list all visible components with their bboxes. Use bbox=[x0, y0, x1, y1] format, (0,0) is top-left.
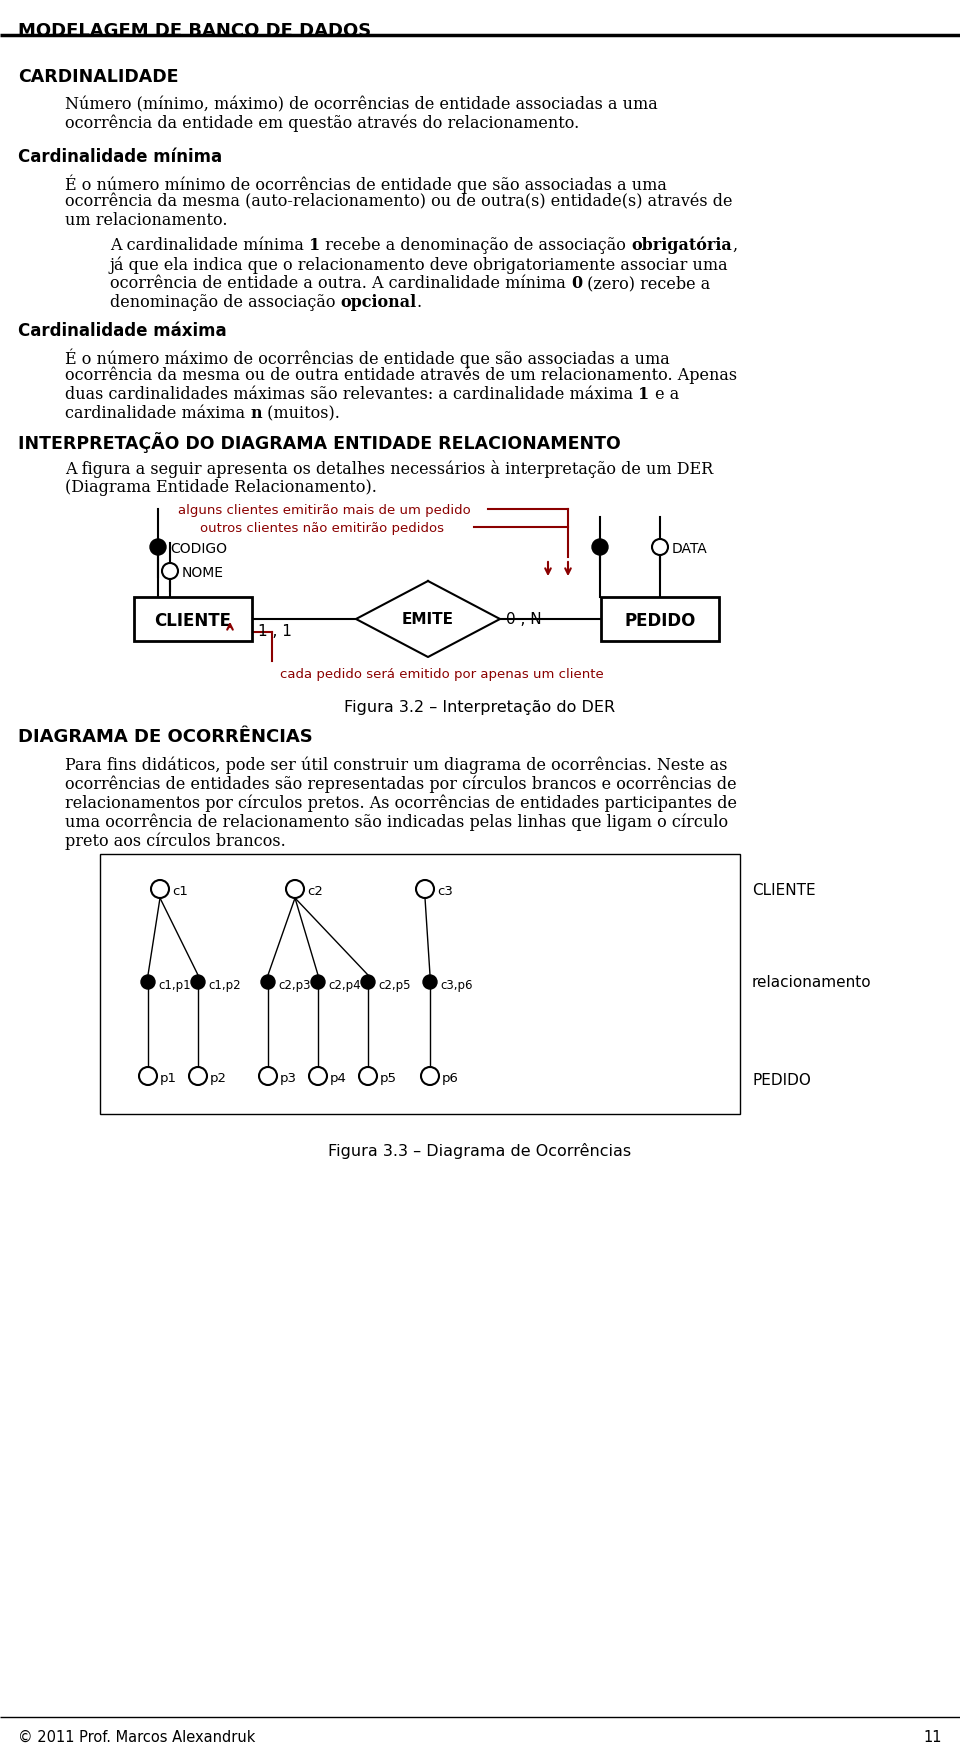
Text: © 2011 Prof. Marcos Alexandruk: © 2011 Prof. Marcos Alexandruk bbox=[18, 1729, 255, 1745]
Text: DIAGRAMA DE OCORRÊNCIAS: DIAGRAMA DE OCORRÊNCIAS bbox=[18, 727, 313, 746]
Text: CLIENTE: CLIENTE bbox=[155, 612, 231, 629]
Text: p5: p5 bbox=[380, 1072, 397, 1084]
Text: recebe a denominação de associação: recebe a denominação de associação bbox=[321, 238, 632, 253]
Text: Número (mínimo, máximo) de ocorrências de entidade associadas a uma: Número (mínimo, máximo) de ocorrências d… bbox=[65, 96, 658, 114]
Text: É o número máximo de ocorrências de entidade que são associadas a uma: É o número máximo de ocorrências de enti… bbox=[65, 348, 670, 367]
Text: relacionamentos por círculos pretos. As ocorrências de entidades participantes d: relacionamentos por círculos pretos. As … bbox=[65, 795, 737, 813]
Circle shape bbox=[191, 975, 205, 989]
Text: ,: , bbox=[732, 238, 737, 253]
Text: c1: c1 bbox=[172, 884, 188, 897]
Polygon shape bbox=[356, 582, 500, 657]
Text: p2: p2 bbox=[210, 1072, 227, 1084]
Text: Figura 3.2 – Interpretação do DER: Figura 3.2 – Interpretação do DER bbox=[345, 699, 615, 715]
Circle shape bbox=[189, 1068, 207, 1086]
Circle shape bbox=[150, 540, 166, 556]
Text: Figura 3.3 – Diagrama de Ocorrências: Figura 3.3 – Diagrama de Ocorrências bbox=[328, 1143, 632, 1159]
Text: c2,p4: c2,p4 bbox=[328, 979, 361, 991]
Text: uma ocorrência de relacionamento são indicadas pelas linhas que ligam o círculo: uma ocorrência de relacionamento são ind… bbox=[65, 813, 728, 830]
Text: p4: p4 bbox=[330, 1072, 347, 1084]
Text: c1,p1: c1,p1 bbox=[158, 979, 191, 991]
Text: p3: p3 bbox=[280, 1072, 297, 1084]
Text: (Diagrama Entidade Relacionamento).: (Diagrama Entidade Relacionamento). bbox=[65, 479, 377, 496]
Text: p1: p1 bbox=[160, 1072, 177, 1084]
Text: c1,p2: c1,p2 bbox=[208, 979, 241, 991]
Text: PEDIDO: PEDIDO bbox=[624, 612, 696, 629]
Text: obrigatória: obrigatória bbox=[632, 238, 732, 255]
Text: CLIENTE: CLIENTE bbox=[752, 883, 816, 897]
Text: 1: 1 bbox=[638, 386, 650, 402]
Text: c3,p6: c3,p6 bbox=[440, 979, 472, 991]
Text: c2: c2 bbox=[307, 884, 323, 897]
Bar bbox=[601, 598, 719, 642]
Text: outros clientes não emitirão pedidos: outros clientes não emitirão pedidos bbox=[200, 521, 444, 535]
Circle shape bbox=[416, 881, 434, 898]
Text: ocorrência da mesma ou de outra entidade através de um relacionamento. Apenas: ocorrência da mesma ou de outra entidade… bbox=[65, 367, 737, 385]
Text: alguns clientes emitirão mais de um pedido: alguns clientes emitirão mais de um pedi… bbox=[178, 503, 470, 517]
Text: (muitos).: (muitos). bbox=[262, 406, 340, 421]
Text: duas cardinalidades máximas são relevantes: a cardinalidade máxima: duas cardinalidades máximas são relevant… bbox=[65, 386, 638, 402]
Circle shape bbox=[162, 563, 178, 580]
Text: ocorrência de entidade a outra. A cardinalidade mínima: ocorrência de entidade a outra. A cardin… bbox=[110, 274, 571, 292]
Circle shape bbox=[359, 1068, 377, 1086]
Circle shape bbox=[141, 975, 155, 989]
Text: ocorrência da mesma (auto-relacionamento) ou de outra(s) entidade(s) através de: ocorrência da mesma (auto-relacionamento… bbox=[65, 192, 732, 210]
Bar bbox=[134, 598, 252, 642]
Text: 0 , N: 0 , N bbox=[506, 612, 541, 626]
Text: .: . bbox=[417, 294, 421, 311]
Text: É o número mínimo de ocorrências de entidade que são associadas a uma: É o número mínimo de ocorrências de enti… bbox=[65, 173, 667, 194]
Text: denominação de associação: denominação de associação bbox=[110, 294, 341, 311]
Text: relacionamento: relacionamento bbox=[752, 974, 872, 989]
Bar bbox=[100, 855, 740, 1115]
Text: c3: c3 bbox=[437, 884, 453, 897]
Text: CARDINALIDADE: CARDINALIDADE bbox=[18, 68, 179, 86]
Circle shape bbox=[361, 975, 375, 989]
Text: Cardinalidade mínima: Cardinalidade mínima bbox=[18, 149, 222, 166]
Circle shape bbox=[151, 881, 169, 898]
Text: NOME: NOME bbox=[182, 566, 224, 580]
Text: cardinalidade máxima: cardinalidade máxima bbox=[65, 406, 251, 421]
Text: c2,p3: c2,p3 bbox=[278, 979, 310, 991]
Circle shape bbox=[423, 975, 437, 989]
Circle shape bbox=[139, 1068, 157, 1086]
Text: 11: 11 bbox=[924, 1729, 942, 1745]
Circle shape bbox=[421, 1068, 439, 1086]
Text: CODIGO: CODIGO bbox=[170, 542, 227, 556]
Circle shape bbox=[286, 881, 304, 898]
Text: A figura a seguir apresenta os detalhes necessários à interpretação de um DER: A figura a seguir apresenta os detalhes … bbox=[65, 460, 713, 477]
Text: p6: p6 bbox=[442, 1072, 459, 1084]
Text: EMITE: EMITE bbox=[402, 612, 454, 626]
Text: e a: e a bbox=[650, 386, 679, 402]
Circle shape bbox=[309, 1068, 327, 1086]
Text: Cardinalidade máxima: Cardinalidade máxima bbox=[18, 322, 227, 339]
Text: 1: 1 bbox=[309, 238, 321, 253]
Text: preto aos círculos brancos.: preto aos círculos brancos. bbox=[65, 832, 286, 850]
Text: MODELAGEM DE BANCO DE DADOS: MODELAGEM DE BANCO DE DADOS bbox=[18, 23, 372, 40]
Circle shape bbox=[592, 540, 608, 556]
Text: Para fins didáticos, pode ser útil construir um diagrama de ocorrências. Neste a: Para fins didáticos, pode ser útil const… bbox=[65, 757, 728, 774]
Text: um relacionamento.: um relacionamento. bbox=[65, 212, 228, 229]
Text: ocorrência da entidade em questão através do relacionamento.: ocorrência da entidade em questão atravé… bbox=[65, 115, 579, 133]
Text: c2,p5: c2,p5 bbox=[378, 979, 411, 991]
Text: 0: 0 bbox=[571, 274, 582, 292]
Text: INTERPRETAÇÃO DO DIAGRAMA ENTIDADE RELACIONAMENTO: INTERPRETAÇÃO DO DIAGRAMA ENTIDADE RELAC… bbox=[18, 432, 621, 453]
Text: PEDIDO: PEDIDO bbox=[752, 1072, 811, 1087]
Text: A cardinalidade mínima: A cardinalidade mínima bbox=[110, 238, 309, 253]
Circle shape bbox=[261, 975, 275, 989]
Circle shape bbox=[259, 1068, 277, 1086]
Text: já que ela indica que o relacionamento deve obrigatoriamente associar uma: já que ela indica que o relacionamento d… bbox=[110, 255, 729, 273]
Text: cada pedido será emitido por apenas um cliente: cada pedido será emitido por apenas um c… bbox=[280, 668, 604, 680]
Circle shape bbox=[652, 540, 668, 556]
Text: DATA: DATA bbox=[672, 542, 708, 556]
Circle shape bbox=[311, 975, 325, 989]
Text: 1 , 1: 1 , 1 bbox=[258, 624, 292, 638]
Text: opcional: opcional bbox=[341, 294, 417, 311]
Text: ocorrências de entidades são representadas por círculos brancos e ocorrências de: ocorrências de entidades são representad… bbox=[65, 776, 736, 794]
Text: (zero) recebe a: (zero) recebe a bbox=[582, 274, 710, 292]
Text: n: n bbox=[251, 406, 262, 421]
